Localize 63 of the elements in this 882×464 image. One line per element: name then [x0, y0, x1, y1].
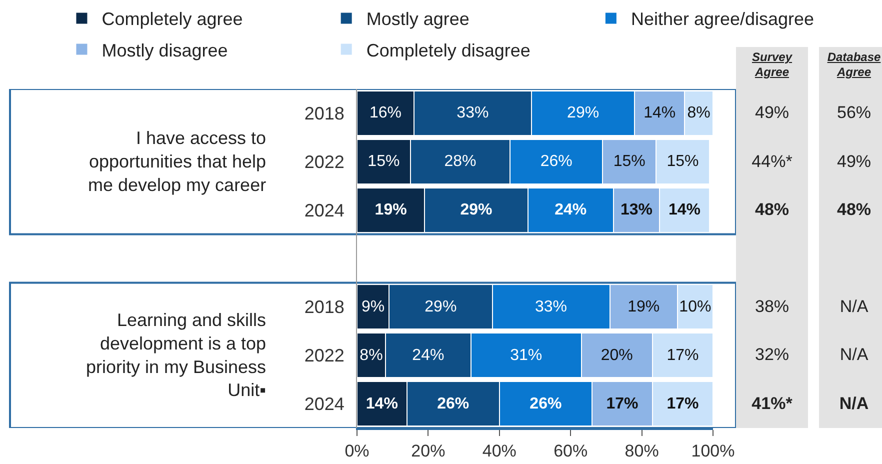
text: 49% [836, 152, 872, 171]
data-label: 9% [361, 298, 385, 316]
data-label: 14% [644, 104, 676, 122]
y-tick-label: 2024 [304, 394, 344, 414]
y-tick-label: 2022 [304, 152, 344, 172]
data-label: 26% [437, 395, 470, 412]
data-label: 8% [687, 104, 710, 122]
data-label: 26% [540, 153, 572, 170]
text: N/A [840, 345, 868, 364]
data-label: 29% [567, 104, 600, 122]
data-label: 24% [412, 346, 444, 364]
data-label: 31% [510, 346, 542, 364]
data-label: 28% [444, 153, 476, 170]
data-label: 26% [530, 395, 562, 412]
data-label: 14% [668, 202, 701, 219]
data-label: 15% [666, 153, 699, 170]
text: 48% [754, 200, 790, 220]
x-tick-label: 80% [624, 441, 659, 460]
data-label: 10% [679, 298, 712, 316]
data-label: 19% [628, 298, 660, 316]
data-label: 33% [535, 298, 568, 316]
y-tick-label: 2018 [304, 104, 344, 124]
text: N/A [839, 394, 869, 413]
text: 48% [836, 200, 872, 220]
data-label: 17% [666, 346, 699, 364]
text: 49% [754, 103, 790, 122]
y-tick-label: 2024 [304, 200, 344, 220]
x-tick-label: 60% [554, 441, 588, 460]
data-label: 19% [374, 202, 407, 219]
legend-label: Mostly disagree [102, 40, 228, 60]
category-label: Survey Agree [750, 50, 794, 80]
data-label: 24% [554, 202, 587, 219]
text: 56% [836, 103, 872, 122]
data-label: 14% [366, 395, 398, 412]
category-label: Database Agree [826, 50, 882, 80]
text: 41%* [752, 394, 792, 413]
text: Learning and skills development is a top priority in my Business Unit▪ [86, 310, 266, 400]
data-label: 17% [606, 395, 638, 412]
text: 44%* [752, 152, 792, 171]
legend-label: Mostly agree [366, 9, 470, 30]
text: 38% [754, 296, 790, 316]
text: N/A [840, 296, 868, 316]
legend-label: Completely agree [102, 9, 243, 30]
x-tick-label: 40% [482, 441, 516, 460]
data-label: 16% [369, 104, 402, 122]
data-label: 29% [424, 298, 457, 316]
text: I have access to opportunities that help me develop my career [88, 128, 266, 195]
data-label: 29% [460, 202, 492, 219]
x-tick-label: 0% [344, 441, 370, 460]
legend-label: Neither agree/disagree [630, 9, 814, 30]
data-label: 17% [666, 395, 699, 412]
data-label: 13% [620, 202, 652, 219]
data-label: 8% [360, 346, 383, 364]
data-label: 20% [600, 346, 633, 364]
y-tick-label: 2018 [304, 297, 344, 318]
data-label: 15% [368, 153, 400, 170]
data-label: 33% [456, 104, 489, 122]
legend-label: Completely disagree [366, 40, 530, 60]
text: 32% [754, 345, 790, 364]
x-tick-label: 20% [411, 441, 446, 460]
x-tick-label: 100% [691, 441, 735, 460]
y-tick-label: 2022 [304, 346, 344, 366]
data-label: 15% [613, 153, 646, 170]
